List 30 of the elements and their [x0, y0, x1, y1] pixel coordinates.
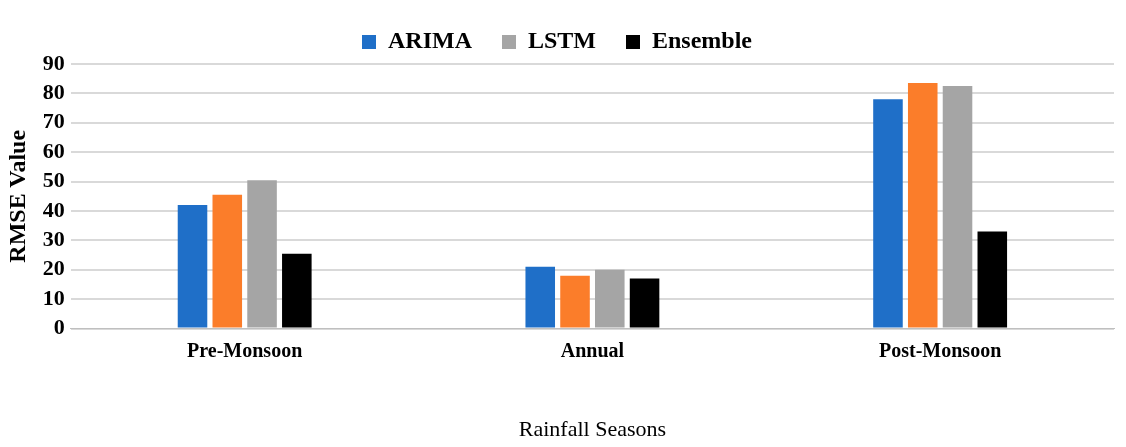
- y-tick-label: 70: [42, 108, 65, 134]
- bar: [212, 194, 243, 328]
- legend-label: LSTM: [527, 27, 596, 54]
- bar: [560, 275, 590, 328]
- y-tick-label: 20: [42, 255, 65, 281]
- bar: [282, 253, 312, 328]
- y-tick-label: 80: [42, 79, 65, 105]
- x-tick-label: Post-Monsoon: [879, 338, 1002, 361]
- bar: [595, 269, 625, 328]
- y-tick-label: 50: [42, 167, 65, 193]
- x-tick-label: Pre-Monsoon: [187, 338, 303, 361]
- x-tick-label: Annual: [560, 338, 625, 361]
- y-tick-label: 0: [53, 314, 65, 340]
- y-tick-label: 40: [42, 196, 65, 222]
- y-tick-label: 60: [42, 137, 65, 163]
- bar: [247, 180, 277, 328]
- y-axis-title: RMSE Value: [3, 129, 30, 263]
- x-axis-title: Rainfall Seasons: [518, 415, 667, 441]
- bar: [525, 266, 556, 328]
- bar: [907, 83, 938, 328]
- bar: [873, 99, 903, 328]
- y-tick-label: 10: [42, 284, 65, 310]
- bar: [629, 278, 660, 328]
- legend-label: ARIMA: [387, 27, 473, 54]
- y-tick-label: 90: [42, 49, 65, 75]
- bar: [942, 86, 973, 328]
- legend-label: Ensemble: [652, 27, 753, 54]
- bar: [977, 231, 1008, 328]
- bar: [177, 205, 208, 328]
- y-tick-label: 30: [42, 226, 65, 252]
